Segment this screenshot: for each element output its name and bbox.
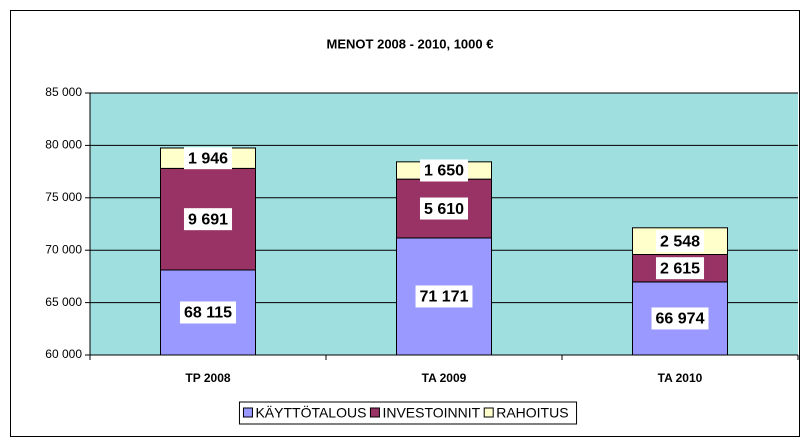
data-label: 71 171 <box>420 289 469 306</box>
data-label-box <box>183 208 233 231</box>
data-label-box <box>419 197 469 220</box>
legend: KÄYTTÖTALOUS INVESTOINNIT RAHOITUS <box>238 401 578 425</box>
data-label: 1 946 <box>188 150 228 167</box>
x-tick-label: TP 2008 <box>185 371 230 385</box>
data-label-box <box>179 301 237 324</box>
data-label: 2 548 <box>660 233 700 250</box>
data-label: 68 115 <box>184 305 232 322</box>
x-tick-label: TA 2010 <box>658 371 703 385</box>
data-label: 5 610 <box>424 201 464 218</box>
legend-label: KÄYTTÖTALOUS <box>255 404 366 421</box>
data-label: 1 650 <box>424 163 464 180</box>
y-tick-label: 65 000 <box>45 295 82 309</box>
data-label: 9 691 <box>188 211 228 228</box>
x-tick-label: TA 2009 <box>422 371 467 385</box>
legend-label: RAHOITUS <box>496 405 568 421</box>
data-label-box <box>655 230 705 253</box>
y-tick-label: 75 000 <box>45 190 82 204</box>
legend-swatch <box>483 407 494 418</box>
data-label-box <box>655 257 705 280</box>
y-tick-label: 85 000 <box>45 85 82 99</box>
data-label: 2 615 <box>660 260 700 277</box>
legend-label: INVESTOINNIT <box>382 405 480 421</box>
chart-title: MENOT 2008 - 2010, 1000 € <box>327 36 494 51</box>
data-label-box <box>183 147 233 170</box>
y-tick-label: 60 000 <box>45 347 82 361</box>
legend-swatch <box>242 407 253 418</box>
y-tick-label: 80 000 <box>45 138 82 152</box>
data-label-box <box>651 307 709 330</box>
data-label-box <box>419 159 469 182</box>
y-tick-label: 70 000 <box>45 242 82 256</box>
legend-swatch <box>369 407 380 418</box>
data-label-box <box>415 285 473 308</box>
data-label: 66 974 <box>656 311 705 328</box>
